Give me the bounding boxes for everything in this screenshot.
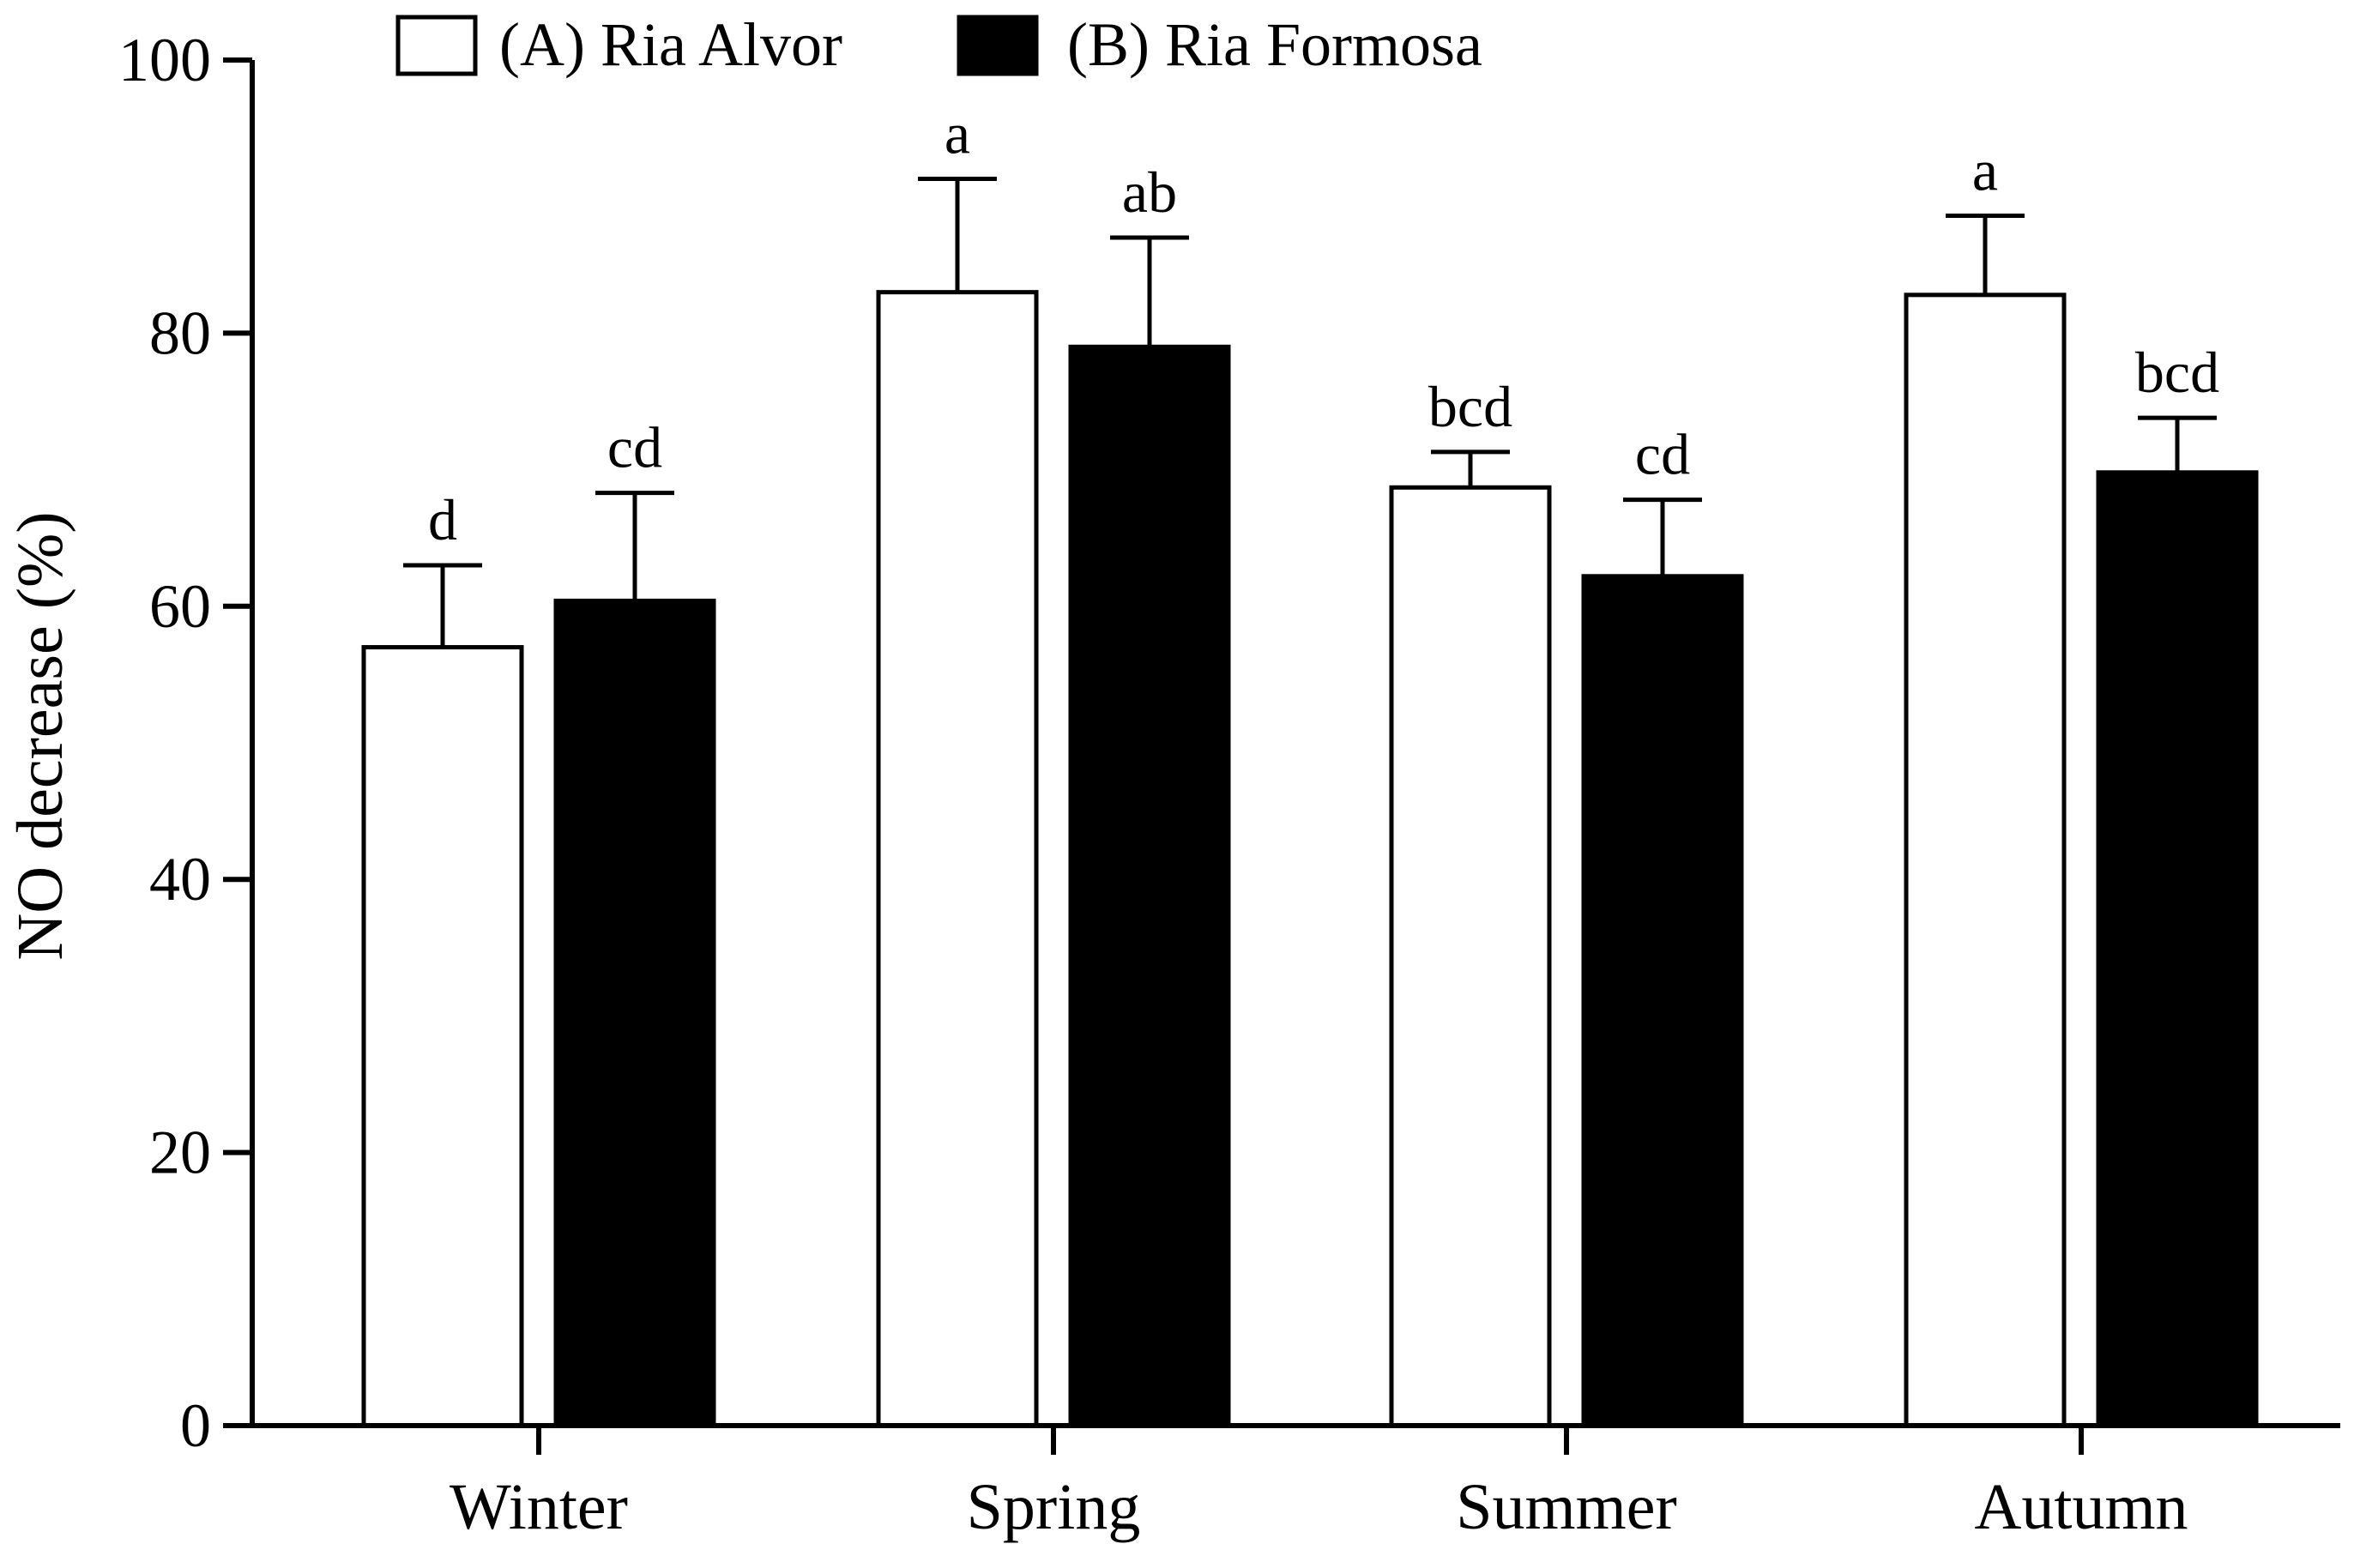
labels-layer: d cd Winter a ab Spring bcd cd Summer a bcd Autumn 0… [118,26,2219,1543]
bar-ria-formosa [1068,344,1231,1428]
bar-ria-formosa [1581,574,1744,1428]
x-tick-label: Autumn [1974,1471,2188,1543]
x-tick-label: Spring [967,1471,1141,1543]
significance-label: bcd [1428,374,1512,439]
bar-ria-alvor [361,645,524,1428]
legend-label-ria-formosa: (B) Ria Formosa [1067,10,1482,79]
bar-ria-formosa [553,598,716,1428]
bar-ria-alvor [876,290,1039,1428]
legend: (A) Ria Alvor (B) Ria Formosa [395,10,1482,79]
y-tick-label: 60 [149,572,211,641]
significance-label: d [428,487,457,552]
significance-label: ab [1122,160,1177,225]
x-tick-label: Summer [1456,1471,1677,1543]
y-axis-title: NO decrease (%) [4,511,76,960]
bar-ria-alvor [1904,292,2067,1428]
legend-swatch-ria-formosa [957,15,1039,76]
y-tick-label: 40 [149,845,211,914]
bars-layer [361,177,2259,1428]
significance-label: a [945,101,970,166]
significance-label: bcd [2135,340,2219,405]
significance-label: cd [607,415,662,480]
y-tick-label: 0 [180,1391,211,1460]
legend-swatch-ria-alvor [395,15,478,76]
axes-layer [223,57,2340,1455]
significance-label: cd [1635,422,1690,487]
bar-ria-alvor [1389,485,1552,1428]
y-tick-label: 20 [149,1119,211,1187]
bar-ria-formosa [2096,470,2259,1428]
legend-label-ria-alvor: (A) Ria Alvor [499,10,842,79]
significance-label: a [1972,137,1998,202]
y-tick-label: 80 [149,299,211,367]
x-tick-label: Winter [450,1471,628,1543]
y-tick-label: 100 [118,26,211,94]
